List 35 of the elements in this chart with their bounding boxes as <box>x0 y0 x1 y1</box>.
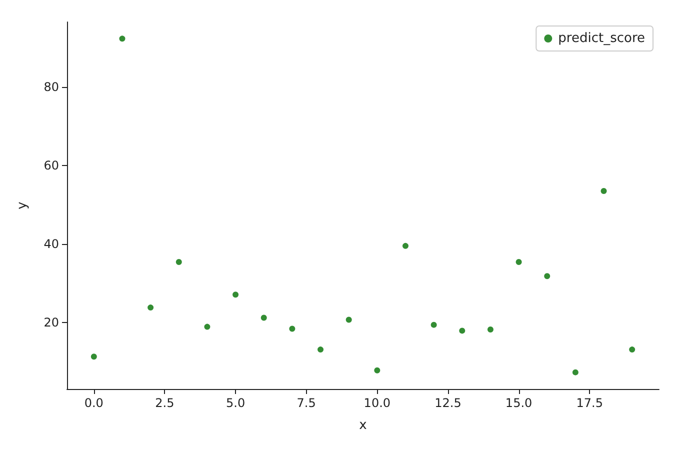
point <box>430 322 437 328</box>
point <box>600 188 607 194</box>
point <box>289 326 296 332</box>
point <box>544 273 550 280</box>
x-tick-label: 0.0 <box>84 396 104 410</box>
point <box>204 324 210 330</box>
y-axis-title: y <box>15 201 30 210</box>
y-tick-label: 80 <box>44 80 59 94</box>
point <box>90 354 97 360</box>
point <box>260 314 267 321</box>
point <box>176 259 182 266</box>
x-axis-title: x <box>359 418 368 433</box>
point <box>629 346 636 353</box>
point <box>516 259 522 266</box>
x-tick-label: 2.5 <box>155 396 174 410</box>
legend-label: predict_score <box>558 31 646 46</box>
y-tick-label: 60 <box>44 158 59 172</box>
point <box>346 316 352 323</box>
point <box>487 326 494 333</box>
point <box>572 369 578 376</box>
y-tick-label: 20 <box>44 315 59 330</box>
x-tick-label: 12.5 <box>434 396 462 410</box>
x-tick-label: 17.5 <box>576 396 603 410</box>
point <box>119 36 126 42</box>
point <box>232 292 239 298</box>
x-tick-label: 5.0 <box>226 396 246 410</box>
point <box>402 242 408 249</box>
point <box>318 346 324 353</box>
point <box>374 367 380 374</box>
point <box>459 328 466 334</box>
x-tick-label: 7.5 <box>296 396 316 410</box>
x-tick-label: 15.0 <box>505 396 532 410</box>
x-tick-label: 10.0 <box>364 396 391 410</box>
point <box>148 304 154 311</box>
y-tick-label: 40 <box>44 236 59 251</box>
